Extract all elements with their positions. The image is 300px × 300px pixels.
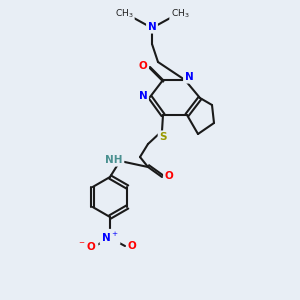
Text: N$^+$: N$^+$ (101, 230, 119, 244)
Text: N: N (139, 91, 147, 101)
Text: CH$_3$: CH$_3$ (171, 8, 189, 20)
Text: O: O (165, 171, 173, 181)
Text: CH$_3$: CH$_3$ (115, 8, 133, 20)
Text: $^-$O: $^-$O (77, 240, 97, 252)
Text: N: N (184, 72, 194, 82)
Text: S: S (159, 132, 167, 142)
Text: N: N (148, 22, 156, 32)
Text: O: O (139, 61, 147, 71)
Text: O: O (128, 241, 136, 251)
Text: NH: NH (105, 155, 123, 165)
